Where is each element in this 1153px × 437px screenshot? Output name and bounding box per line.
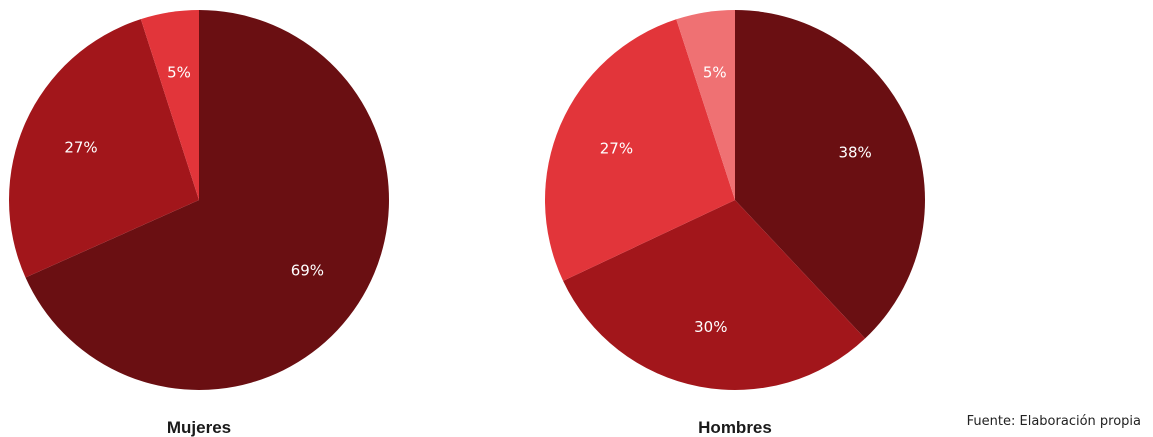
slice-label-mujeres-0: 69% — [291, 261, 324, 279]
pie-slice-hombres-1 — [563, 200, 866, 391]
pie-chart-mujeres: 69% 27% 5% — [8, 10, 389, 390]
slice-label-mujeres-2: 5% — [167, 63, 191, 81]
slice-label-hombres-2: 27% — [600, 140, 633, 158]
pie-slice-mujeres-1 — [8, 19, 199, 278]
pie-slice-mujeres-2 — [140, 10, 199, 200]
slice-label-hombres-0: 38% — [838, 143, 871, 161]
pie-chart-hombres: 38% 30% 27% 5% — [545, 10, 926, 391]
slice-label-mujeres-1: 27% — [64, 138, 97, 156]
pie-slice-hombres-0 — [735, 10, 926, 339]
pie-slice-mujeres-0 — [25, 10, 389, 390]
pie-slice-hombres-3 — [676, 10, 735, 200]
slice-label-hombres-3: 5% — [703, 63, 727, 81]
source-note: Fuente: Elaboración propia — [966, 414, 1141, 429]
pie-title-mujeres: Mujeres — [167, 418, 231, 437]
pie-slice-hombres-2 — [545, 19, 735, 281]
slice-label-hombres-1: 30% — [694, 318, 727, 336]
pie-title-hombres: Hombres — [698, 418, 772, 437]
